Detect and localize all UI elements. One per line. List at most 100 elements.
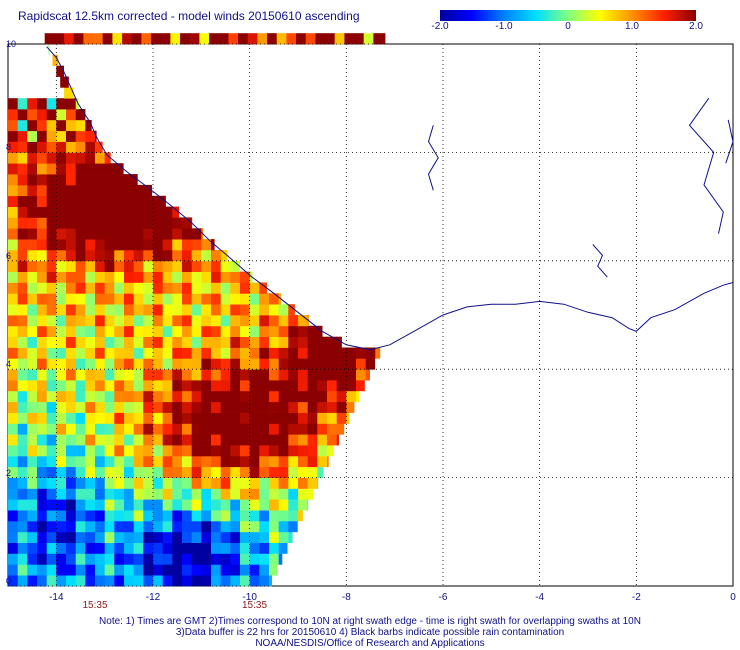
wind-difference-cell — [46, 510, 57, 522]
wind-difference-cell — [153, 390, 164, 403]
wind-difference-cell — [240, 358, 251, 370]
wind-difference-cell — [114, 206, 125, 218]
wind-difference-cell — [259, 553, 270, 565]
wind-difference-cell — [182, 358, 193, 370]
wind-difference-cell — [201, 553, 212, 565]
wind-difference-cell — [278, 369, 289, 381]
wind-difference-cell — [201, 380, 212, 392]
wind-difference-cell — [172, 455, 183, 468]
wind-difference-cell — [133, 217, 144, 229]
wind-difference-cell — [143, 304, 154, 316]
wind-difference-cell — [75, 542, 86, 554]
wind-difference-cell — [8, 109, 19, 121]
wind-difference-cell — [143, 575, 154, 587]
wind-difference-cell — [75, 119, 86, 132]
wind-difference-cell — [66, 401, 77, 413]
wind-difference-cell — [8, 401, 19, 413]
wind-difference-cell — [172, 228, 183, 240]
wind-difference-cell — [27, 315, 38, 327]
wind-difference-cell — [95, 380, 106, 392]
wind-difference-cell — [104, 521, 115, 533]
wind-difference-cell — [37, 499, 48, 511]
wind-difference-cell — [95, 141, 103, 153]
wind-difference-cell — [172, 336, 183, 348]
wind-difference-cell — [95, 260, 106, 272]
wind-difference-cell — [27, 466, 38, 478]
wind-difference-cell — [95, 499, 106, 511]
wind-difference-cell — [191, 542, 202, 554]
wind-difference-cell — [124, 531, 135, 543]
inland-water-path — [427, 125, 439, 191]
wind-difference-cell — [230, 510, 241, 522]
wind-difference-cell — [85, 184, 96, 197]
wind-difference-cell — [220, 466, 231, 478]
wind-difference-cell — [269, 347, 280, 359]
wind-difference-cell — [104, 347, 115, 359]
wind-difference-cell — [230, 282, 241, 294]
wind-difference-cell — [46, 315, 57, 327]
wind-difference-cell — [259, 434, 270, 446]
wind-difference-cell — [288, 521, 298, 533]
wind-difference-cell — [37, 315, 48, 327]
wind-difference-cell — [153, 206, 164, 218]
wind-difference-cell — [133, 499, 144, 511]
wind-difference-cell — [201, 531, 212, 543]
wind-difference-cell — [114, 553, 125, 565]
wind-difference-cell — [307, 434, 318, 446]
wind-difference-cell — [307, 445, 318, 457]
wind-difference-cell — [259, 510, 270, 522]
wind-difference-cell — [124, 304, 135, 316]
wind-difference-cell — [317, 466, 324, 478]
wind-difference-cell — [66, 336, 77, 348]
wind-difference-cell — [346, 401, 355, 413]
wind-difference-cell — [104, 369, 115, 381]
wind-difference-cell — [133, 260, 144, 272]
wind-difference-cell — [220, 510, 231, 522]
wind-difference-cell — [249, 380, 260, 392]
wind-difference-cell — [259, 488, 270, 500]
wind-difference-cell — [249, 531, 260, 543]
wind-difference-cell — [17, 477, 28, 489]
wind-difference-cell — [240, 499, 251, 511]
wind-difference-cell — [37, 445, 48, 457]
wind-difference-cell — [75, 510, 86, 522]
wind-difference-cell — [201, 542, 212, 554]
wind-difference-cell — [201, 401, 212, 413]
wind-difference-cell — [104, 152, 111, 164]
wind-difference-cell — [211, 575, 222, 587]
wind-difference-cell — [56, 477, 67, 489]
wind-difference-cell — [182, 380, 193, 392]
wind-difference-cell — [8, 380, 19, 392]
wind-difference-cell — [17, 217, 28, 229]
wind-difference-cell — [259, 531, 270, 543]
wind-difference-cell — [104, 250, 115, 262]
wind-difference-cell — [66, 412, 77, 424]
wind-difference-cell — [288, 380, 299, 392]
wind-difference-cell — [240, 380, 251, 392]
wind-difference-cell — [46, 488, 57, 500]
wind-difference-cell — [220, 250, 228, 262]
wind-difference-cell — [230, 304, 241, 316]
wind-difference-cell — [211, 488, 222, 500]
wind-difference-cell — [191, 325, 202, 337]
wind-difference-cell — [191, 239, 202, 251]
inland-water-path — [592, 244, 608, 278]
wind-difference-cell — [8, 239, 19, 251]
wind-difference-cell — [8, 531, 19, 543]
wind-difference-cell — [286, 33, 297, 45]
wind-difference-cell — [133, 401, 144, 413]
wind-difference-cell — [373, 33, 384, 45]
latitude-tick-label: 4 — [6, 359, 12, 370]
wind-difference-cell — [201, 369, 212, 381]
wind-difference-cell — [37, 250, 48, 262]
wind-difference-cell — [298, 347, 309, 359]
wind-difference-cell — [269, 531, 280, 543]
wind-difference-cell — [85, 163, 96, 175]
wind-difference-cell — [172, 542, 183, 554]
wind-difference-cell — [133, 250, 144, 262]
wind-difference-cell — [201, 466, 212, 478]
wind-difference-cell — [8, 412, 19, 424]
wind-difference-cell — [220, 336, 231, 348]
wind-difference-cell — [85, 521, 96, 533]
wind-difference-cell — [240, 575, 251, 587]
